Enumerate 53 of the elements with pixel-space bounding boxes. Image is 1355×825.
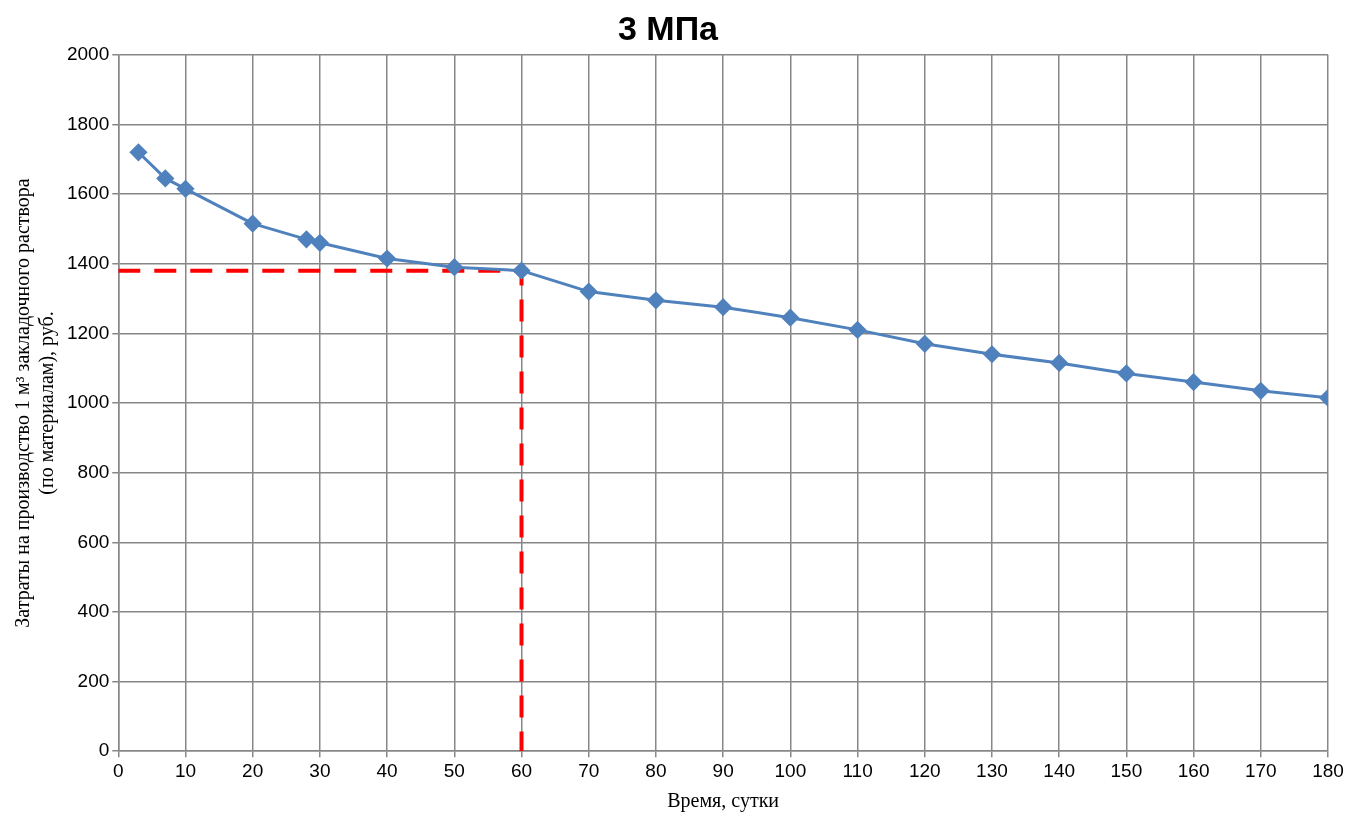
x-axis-title: Время, сутки	[667, 789, 780, 813]
point	[916, 335, 934, 353]
point	[849, 321, 867, 339]
x-tick-label: 90	[712, 759, 734, 781]
point	[1117, 364, 1135, 382]
x-tick-label: 80	[645, 759, 667, 781]
x-tick-label: 40	[376, 759, 398, 781]
y-tick-label: 1600	[66, 182, 110, 204]
point	[647, 291, 665, 309]
x-tick-label: 30	[309, 759, 331, 781]
y-axis-title: Затраты на производство 1 м³ закладочного раствора (по материалам), руб.	[11, 178, 59, 628]
point	[781, 309, 799, 327]
y-tick-label: 0	[98, 739, 110, 761]
point	[445, 258, 463, 276]
point	[378, 250, 396, 267]
y-tick-label: 200	[77, 669, 110, 691]
x-tick-label: 50	[443, 759, 465, 781]
x-tick-label: 100	[774, 759, 807, 781]
point	[311, 234, 329, 252]
point	[714, 298, 732, 316]
point	[244, 215, 262, 233]
point	[176, 180, 194, 198]
x-tick-label: 0	[112, 759, 124, 781]
point	[580, 283, 598, 301]
x-tick-label: 110	[842, 759, 873, 781]
x-tick-label: 20	[242, 759, 264, 781]
x-tick-label: 150	[1110, 759, 1143, 781]
point	[1252, 382, 1270, 400]
y-tick-label: 800	[77, 460, 110, 482]
y-tick-label: 1400	[66, 251, 110, 273]
x-tick-label: 120	[908, 759, 941, 781]
y-tick-label: 600	[77, 530, 110, 552]
point	[129, 143, 147, 161]
x-tick-label: 170	[1244, 759, 1277, 781]
y-tick-label: 1800	[66, 112, 110, 134]
x-tick-label: 130	[976, 759, 1008, 781]
y-tick-label: 1200	[66, 321, 110, 343]
x-tick-label: 140	[1043, 759, 1076, 781]
point	[1185, 373, 1203, 391]
y-tick-label: 1000	[66, 391, 110, 413]
point	[983, 345, 1001, 363]
point	[1050, 354, 1068, 372]
point	[297, 230, 315, 248]
x-tick-label: 160	[1177, 759, 1210, 781]
x-tick-label: 70	[578, 759, 600, 781]
point	[156, 169, 174, 187]
chart-title: 3 МПа	[617, 8, 720, 47]
y-tick-label: 2000	[66, 43, 110, 65]
point	[513, 262, 531, 280]
x-tick-label: 180	[1312, 759, 1344, 781]
x-tick-label: 60	[510, 759, 533, 781]
x-tick-label: 10	[174, 759, 197, 781]
y-tick-label: 400	[77, 600, 110, 622]
